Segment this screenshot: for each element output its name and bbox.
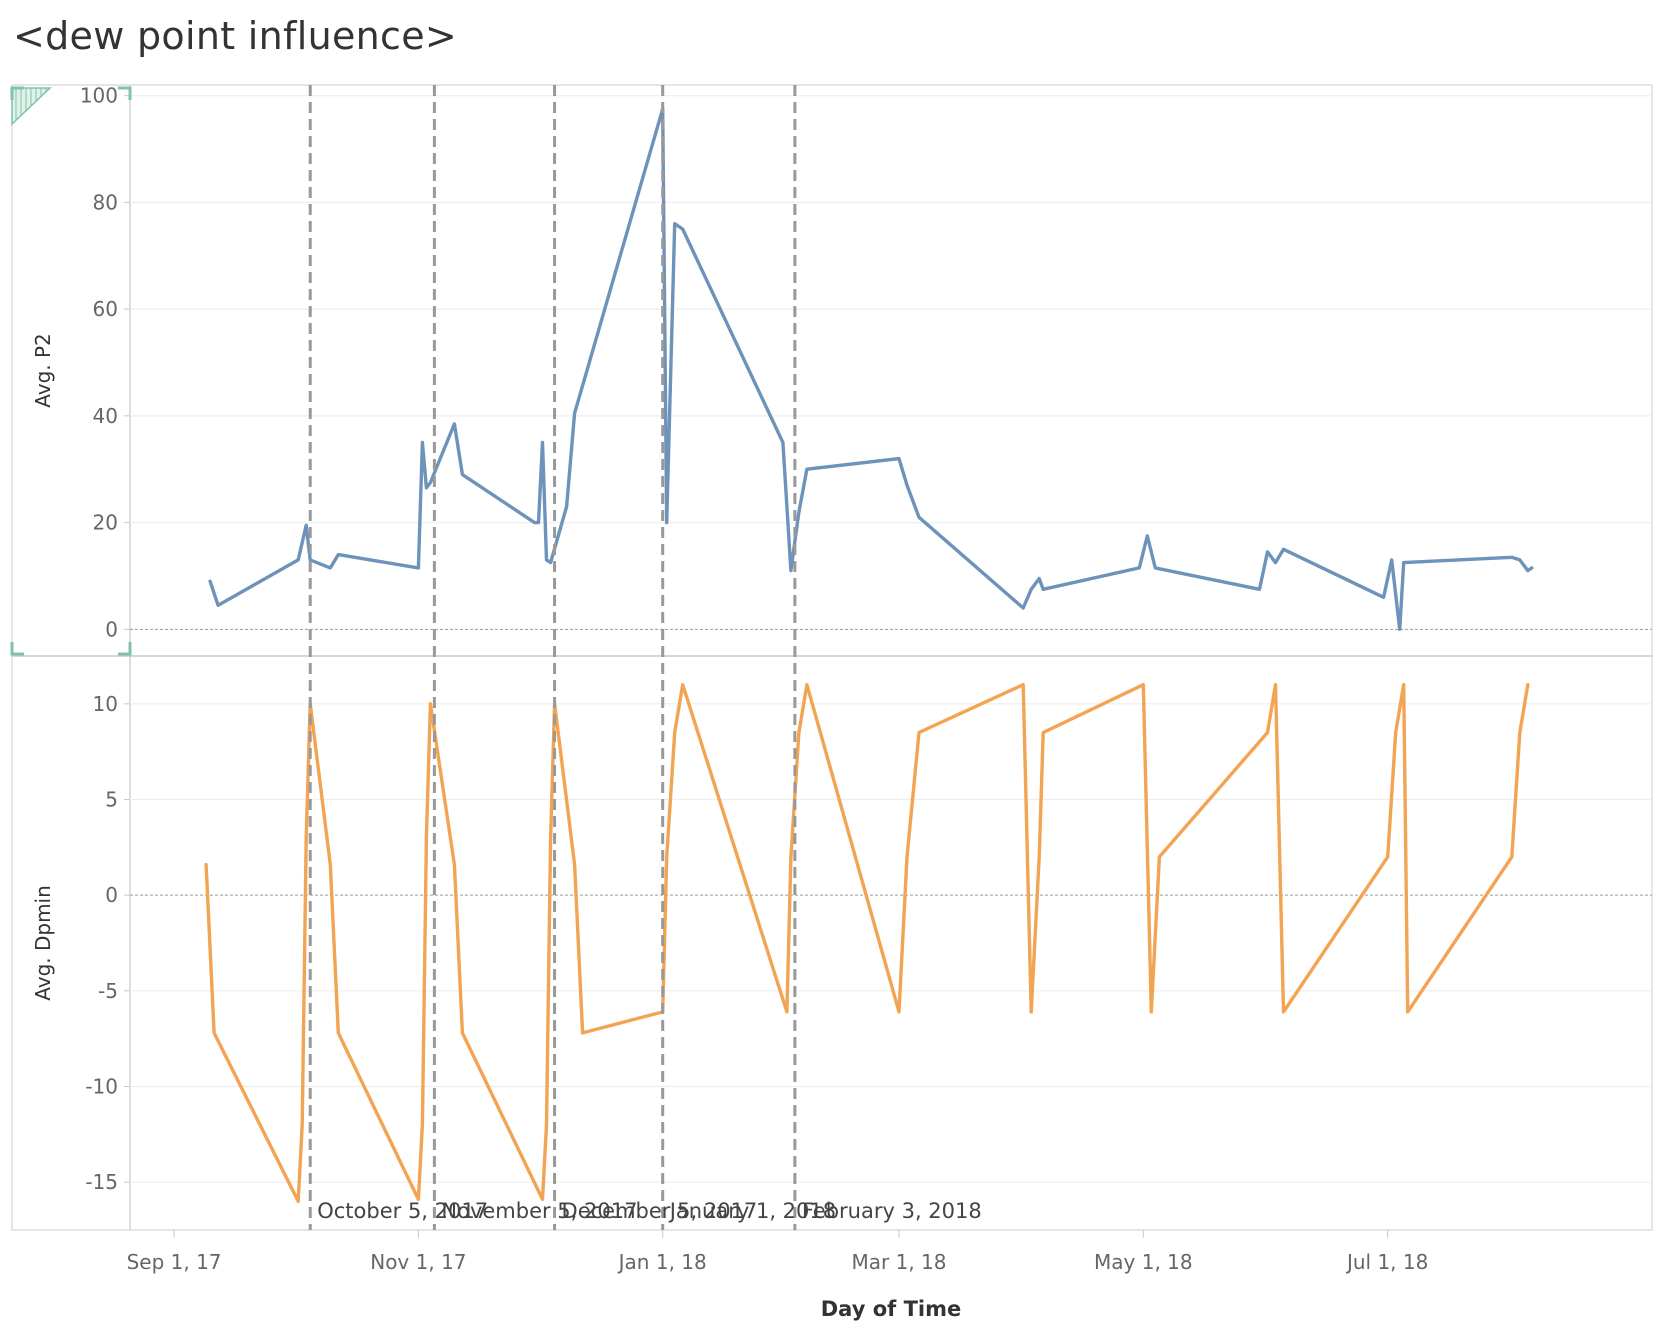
y-tick-label: 40 <box>93 404 118 428</box>
plot-border <box>11 84 1653 1231</box>
x-tick-label: Nov 1, 17 <box>370 1250 466 1274</box>
series-lines <box>204 107 1534 1204</box>
series-line <box>208 107 1534 631</box>
reference-label: November 5, 2017 <box>441 1199 637 1223</box>
x-tick-label: Jul 1, 18 <box>1345 1250 1428 1274</box>
x-axis-title: Day of Time <box>821 1297 961 1321</box>
y-axis-title: Avg. Dpmin <box>31 885 55 1001</box>
x-tick-label: Sep 1, 17 <box>127 1250 222 1274</box>
series-line <box>204 683 1530 1204</box>
reference-lines <box>308 85 797 1230</box>
y-tick-label: 5 <box>105 788 118 812</box>
y-tick-label: 100 <box>80 84 118 108</box>
y-tick-label: 80 <box>93 190 118 214</box>
y-tick-labels: 0 20 40 60 80 100 10 5 0 -5 -10 -15 <box>80 84 118 1194</box>
y-axis-title: Avg. P2 <box>31 333 55 408</box>
x-tick-label: Mar 1, 18 <box>852 1250 947 1274</box>
y-tick-label: -10 <box>85 1075 118 1099</box>
reference-label: February 3, 2018 <box>802 1199 982 1223</box>
y-tick-label: 10 <box>93 692 118 716</box>
chart-frame <box>11 84 1653 1231</box>
y-tick-label: -5 <box>98 979 118 1003</box>
y-tick-label: 0 <box>105 883 118 907</box>
y-tick-label: 0 <box>105 617 118 641</box>
brush-triangle-icon <box>11 87 52 126</box>
gridlines <box>124 95 1652 1183</box>
x-tick-label: May 1, 18 <box>1094 1250 1193 1274</box>
corner-mark <box>10 642 24 656</box>
reference-label: October 5, 2017 <box>317 1199 488 1223</box>
selection-corner-marks <box>10 86 132 656</box>
corner-mark <box>118 642 132 656</box>
y-tick-label: -15 <box>85 1170 118 1194</box>
reference-label: December 5, 2017 <box>562 1199 758 1223</box>
y-tick-label: 60 <box>93 297 118 321</box>
y-tick-label: 20 <box>93 511 118 535</box>
axis-titles: Avg. P2 Avg. Dpmin Day of Time <box>31 333 961 1321</box>
x-tick-labels: Sep 1, 17 Nov 1, 17 Jan 1, 18 Mar 1, 18 May … <box>127 1230 1428 1274</box>
reference-label: January 1, 2018 <box>668 1199 836 1223</box>
x-tick-label: Jan 1, 18 <box>617 1250 707 1274</box>
corner-mark <box>10 86 24 100</box>
chart-title: <dew point influence> <box>13 14 458 58</box>
corner-mark <box>118 86 132 100</box>
